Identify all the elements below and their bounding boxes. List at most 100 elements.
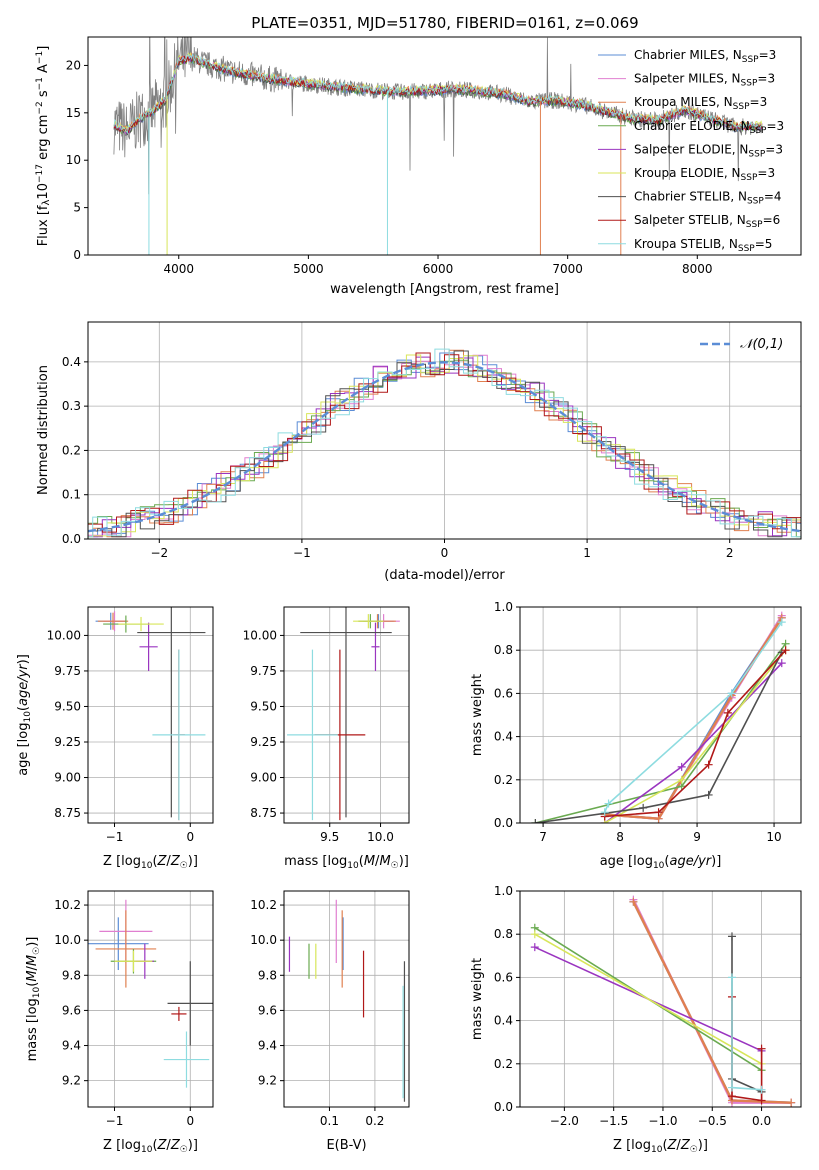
chart-mass-weight-vs-z: −2.0 −1.5 −1.0 −0.5 0.0 0.0 0.2 0.4 0.6 0.8 1.0 Z [… — [470, 884, 802, 1155]
legend-count: =3 — [766, 119, 784, 133]
x-axis-label-part: ( — [662, 1138, 667, 1153]
x-axis-label-part: )] — [698, 1138, 708, 1153]
x-tick-label: −1 — [106, 830, 124, 844]
y-tick-label: 0.4 — [62, 355, 81, 369]
legend-subscript: SSP — [733, 102, 750, 112]
series-marker — [757, 1096, 766, 1105]
y-tick-label: 8.75 — [54, 806, 81, 820]
x-tick-label: 8 — [616, 830, 624, 844]
y-tick-label: 0.4 — [494, 730, 513, 744]
y-tick-label: 9.50 — [250, 699, 277, 713]
y-tick-label: 9.75 — [250, 664, 277, 678]
y-tick-label: 0.2 — [494, 773, 513, 787]
legend-subscript: SSP — [741, 79, 758, 89]
x-axis-label-part: Z — [170, 854, 181, 869]
series-marker — [530, 930, 539, 939]
legend-count: =4 — [764, 190, 782, 204]
series-marker — [530, 943, 539, 952]
x-tick-label: −2 — [150, 546, 168, 560]
y-axis-label-part: A — [36, 64, 51, 77]
x-axis-label-part: ☉ — [391, 861, 399, 871]
y-axis-label-part: 10 — [23, 711, 33, 723]
legend-entry-chabrier-miles: Chabrier MILES, NSSP=3 — [634, 48, 776, 65]
x-axis-label: age [log10(age/yr)] — [600, 854, 722, 871]
series-marker — [677, 775, 686, 784]
series-marker — [757, 1044, 766, 1053]
y-tick-label: 5 — [73, 201, 81, 215]
y-tick-label: 1.0 — [494, 884, 513, 898]
x-tick-label: 0.2 — [365, 1114, 384, 1128]
y-tick-label: 0.3 — [62, 399, 81, 413]
y-tick-label: 9.25 — [54, 735, 81, 749]
y-tick-label: 8.75 — [250, 806, 277, 820]
axes-frame — [87, 890, 214, 1108]
x-tick-label: 10 — [766, 830, 781, 844]
series-marker — [777, 618, 786, 627]
y-tick-label: 9.50 — [54, 699, 81, 713]
x-tick-label: 7000 — [552, 262, 583, 276]
plot-area — [88, 348, 801, 538]
x-axis-label-part: Z — [667, 1138, 678, 1153]
legend-subscript: SSP — [741, 173, 758, 183]
x-axis-label-part: Z [log — [613, 1138, 651, 1153]
legend-label: Chabrier STELIB, N — [634, 190, 747, 204]
x-axis-label-part: M — [379, 854, 390, 869]
axes-frame — [519, 606, 802, 824]
legend-count: =3 — [757, 166, 775, 180]
x-tick-label: 0 — [186, 830, 194, 844]
x-axis-label-part: / — [676, 1138, 681, 1153]
y-tick-label: 0.2 — [62, 443, 81, 457]
legend-label: Salpeter MILES, N — [634, 72, 741, 86]
legend-entry-salpeter-stelib: Salpeter STELIB, NSSP=6 — [634, 213, 780, 230]
y-axis-label-part: M — [25, 955, 40, 966]
y-axis-label-part: ( — [16, 706, 31, 711]
y-tick-label: 0.2 — [494, 1057, 513, 1071]
legend-count: =3 — [750, 95, 768, 109]
y-axis-label-part: Flux [f — [36, 205, 51, 246]
x-axis-label: (data-model)/error — [384, 568, 505, 583]
series-marker — [723, 708, 732, 717]
y-axis-label: mass weight — [470, 958, 485, 1040]
x-tick-label: −1.0 — [648, 1114, 677, 1128]
x-tick-label: −1 — [293, 546, 311, 560]
y-tick-label: 9.6 — [62, 1003, 81, 1017]
x-axis-label-part: 10 — [141, 1145, 153, 1155]
y-axis-label: mass [log10(M/M☉)] — [25, 937, 42, 1062]
chart-residuals: −2 −1 0 1 2 0.0 0.1 0.2 0.3 0.4 𝒩(0,1) (data-model)… — [36, 321, 802, 583]
legend-entry-salpeter-miles: Salpeter MILES, NSSP=3 — [634, 72, 775, 89]
y-tick-label: 10 — [66, 153, 81, 167]
legend-subscript: SSP — [742, 55, 759, 65]
chart-mass-vs-z: −1 09.29.49.69.810.010.2Z [log10(Z/Z☉)]ma… — [25, 890, 214, 1155]
x-tick-label: 8000 — [682, 262, 713, 276]
plot-area — [287, 607, 400, 821]
series-marker — [727, 1092, 736, 1101]
chart-mass-vs-ebv: 0.1 0.2 9.2 9.4 9.6 9.8 10.0 10.2 E(B-V) — [250, 890, 410, 1153]
x-axis-label-part: 10 — [141, 861, 153, 871]
x-axis-label-part: ( — [152, 854, 157, 869]
x-axis-label-part: Z — [157, 1138, 168, 1153]
errorbar-kroupa-stelib — [163, 1031, 210, 1088]
axes-frame — [87, 606, 214, 824]
legend-subscript: SSP — [746, 220, 763, 230]
y-tick-label: 9.8 — [62, 968, 81, 982]
legend-entry-chabrier-elodie: Chabrier ELODIE, NSSP=3 — [634, 119, 784, 136]
x-axis-label-part: ( — [359, 854, 364, 869]
y-tick-label: 9.8 — [258, 968, 277, 982]
y-tick-label: 10.00 — [47, 628, 81, 642]
series-marker — [727, 1083, 736, 1092]
x-tick-label: −2.0 — [550, 1114, 579, 1128]
series-marker — [654, 808, 663, 817]
legend-count: =3 — [765, 142, 783, 156]
series-salpeter-stelib — [600, 646, 790, 821]
series-marker — [600, 808, 609, 817]
y-axis-label-part: age [log — [16, 723, 31, 776]
legend-count: =3 — [757, 72, 775, 86]
legend-count: =6 — [763, 213, 781, 227]
x-axis-label: Z [log10(Z/Z☉)] — [613, 1138, 708, 1155]
y-tick-label: 10.0 — [250, 933, 277, 947]
y-axis-label: Normed distribution — [36, 365, 51, 495]
series-marker — [677, 762, 686, 771]
y-tick-label: 10.00 — [243, 628, 277, 642]
axes-frame — [283, 890, 410, 1108]
